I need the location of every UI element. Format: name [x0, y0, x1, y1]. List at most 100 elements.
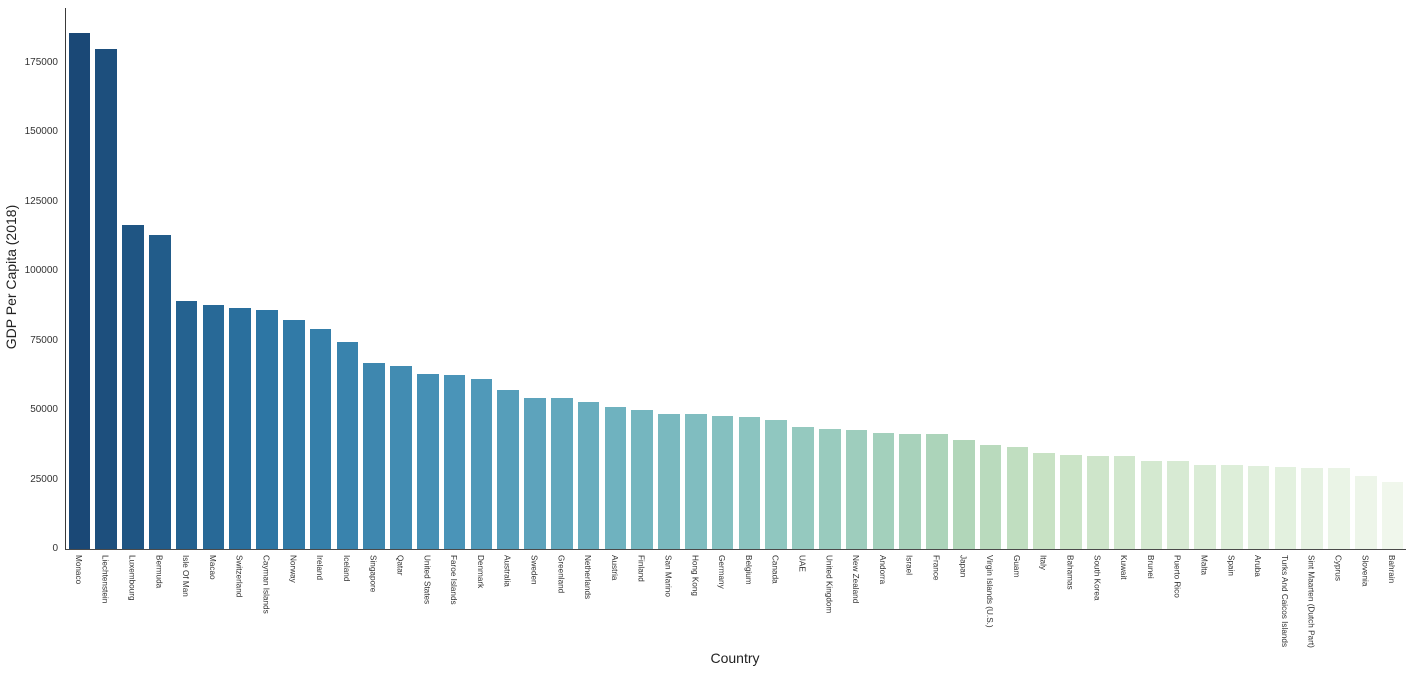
y-tick-label: 50000 — [30, 404, 58, 416]
bar-uae — [792, 427, 814, 549]
y-tick-label: 150000 — [24, 126, 58, 138]
bar-andorra — [872, 433, 895, 549]
x-tick-label: Monaco — [73, 555, 83, 585]
bar-iceland — [336, 342, 359, 549]
bar-qatar — [390, 366, 412, 549]
bar-cyprus — [1328, 468, 1350, 549]
bar-canada — [765, 420, 787, 549]
x-tick-label: Qatar — [395, 555, 405, 576]
x-tick-label: Iceland — [341, 555, 351, 582]
bar-virgin-islands-u-s — [979, 445, 1002, 549]
x-tick-label: Aruba — [1253, 555, 1263, 577]
x-tick-label: Malta — [1199, 555, 1209, 576]
bar-cayman-islands — [256, 309, 278, 549]
bar-switzerland — [229, 308, 251, 549]
bar-greenland — [551, 397, 573, 549]
bar-sweden — [524, 397, 546, 549]
x-axis-tick-labels: Monaco Liechtenstein Luxembourg Bermuda Isle… — [65, 555, 1405, 655]
x-tick-label: Singapore — [368, 555, 378, 593]
bar-denmark — [470, 378, 493, 549]
x-tick-label: Slovenia — [1360, 555, 1370, 587]
x-tick-label: UAE — [797, 555, 807, 572]
x-tick-label: New Zealand — [851, 555, 861, 604]
bar-ireland — [309, 328, 332, 549]
y-tick-label: 100000 — [24, 265, 58, 277]
bar-san-marino — [658, 413, 680, 549]
bar-united-kingdom — [819, 428, 841, 549]
bar-germany — [711, 416, 734, 549]
bar-isle-of-man — [175, 300, 198, 549]
bar-turks-and-caicos-islands — [1274, 467, 1297, 549]
bar-austria — [604, 406, 627, 549]
x-tick-label: United Kingdom — [824, 555, 834, 614]
x-tick-label: Turks And Caicos Islands — [1279, 555, 1289, 648]
bar-aruba — [1247, 465, 1270, 549]
bar-sint-maarten-dutch-part — [1301, 467, 1323, 549]
x-tick-label: Liechtenstein — [100, 555, 110, 604]
bar-monaco — [68, 33, 91, 549]
bar-italy — [1033, 453, 1055, 549]
bar-singapore — [363, 363, 385, 549]
bar-netherlands — [577, 401, 600, 549]
bar-new-zealand — [845, 430, 868, 549]
x-tick-label: Australia — [502, 555, 512, 587]
x-tick-label: Italy — [1038, 555, 1048, 571]
bar-japan — [953, 439, 975, 549]
x-tick-label: Brunei — [1145, 555, 1155, 579]
y-tick-label: 175000 — [24, 56, 58, 68]
x-tick-label: Cayman Islands — [261, 555, 271, 614]
x-tick-label: Ireland — [315, 555, 325, 581]
x-tick-label: Denmark — [475, 555, 485, 589]
x-tick-label: Puerto Rico — [1172, 555, 1182, 598]
bar-kuwait — [1113, 456, 1136, 549]
bar-israel — [899, 433, 921, 549]
x-tick-label: Norway — [288, 555, 298, 583]
x-tick-label: Finland — [636, 555, 646, 582]
y-tick-label: 0 — [52, 543, 58, 554]
bar-liechtenstein — [95, 48, 117, 549]
x-axis-label: Country — [710, 650, 760, 666]
bar-slovenia — [1355, 475, 1377, 549]
bar-malta — [1194, 464, 1216, 549]
x-tick-label: Luxembourg — [127, 555, 137, 601]
bar-united-states — [417, 374, 439, 549]
y-tick-label: 75000 — [30, 334, 58, 346]
bar-bermuda — [149, 234, 171, 549]
x-tick-label: Bahrain — [1387, 555, 1397, 584]
plot-area — [65, 8, 1406, 550]
y-axis-tick-labels: 0 25000 50000 75000 100000 125000 150000 175000 — [0, 8, 58, 554]
x-tick-label: Macao — [207, 555, 217, 580]
bar-brunei — [1140, 461, 1163, 549]
bar-bahamas — [1060, 455, 1082, 549]
bar-spain — [1221, 464, 1243, 549]
x-tick-label: Netherlands — [583, 555, 593, 600]
x-tick-label: Spain — [1226, 555, 1236, 576]
x-tick-label: Canada — [770, 555, 780, 584]
x-tick-label: Bahamas — [1065, 555, 1075, 590]
x-tick-label: Faroe Islands — [449, 555, 459, 605]
bar-australia — [497, 389, 519, 549]
x-tick-label: United States — [422, 555, 432, 605]
bar-norway — [283, 319, 305, 549]
bar-macao — [202, 305, 225, 549]
bar-finland — [631, 410, 653, 549]
bar-puerto-rico — [1167, 461, 1189, 549]
x-tick-label: San Marino — [663, 555, 673, 597]
y-tick-label: 125000 — [24, 195, 58, 207]
x-tick-label: Kuwait — [1119, 555, 1129, 580]
x-tick-label: Japan — [958, 555, 968, 578]
bar-south-korea — [1087, 456, 1109, 549]
bar-bahrain — [1381, 481, 1404, 549]
x-tick-label: Virgin Islands (U.S.) — [985, 555, 995, 628]
x-tick-label: Cyprus — [1333, 555, 1343, 581]
x-tick-label: Isle Of Man — [181, 555, 191, 597]
bar-hong-kong — [685, 414, 707, 549]
bar-france — [926, 433, 948, 549]
x-tick-label: Greenland — [556, 555, 566, 594]
x-tick-label: France — [931, 555, 941, 581]
bar-belgium — [738, 417, 761, 549]
x-tick-label: Sint Maarten (Dutch Part) — [1306, 555, 1316, 648]
x-tick-label: Guam — [1011, 555, 1021, 578]
bar-faroe-islands — [443, 375, 466, 549]
